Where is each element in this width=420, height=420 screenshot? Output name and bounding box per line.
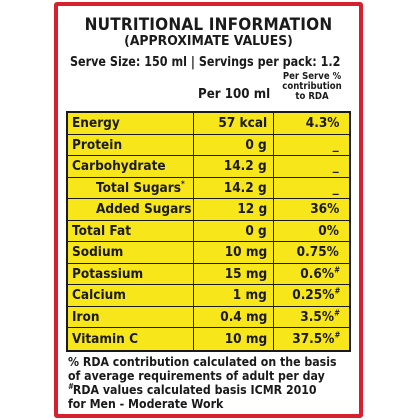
table-row-carbohydrate: Carbohydrate 14.2 g _ xyxy=(68,156,349,178)
nutrient-name: Total Fat xyxy=(72,222,132,239)
nutrient-value: 10 mg xyxy=(224,330,267,347)
nutrient-name: Total Sugars xyxy=(96,179,181,196)
rda-header-line3: to RDA xyxy=(295,91,329,102)
per-100-header: Per 100 ml xyxy=(198,86,271,102)
footnote-line2: of average requirements of adult per day xyxy=(68,367,325,383)
table-row-potassium: Potassium 15 mg 0.6%# xyxy=(68,263,349,285)
label-subtitle: (APPROXIMATE VALUES) xyxy=(124,33,293,49)
nutrient-value: 14.2 g xyxy=(224,158,267,175)
nutrient-name: Calcium xyxy=(72,287,126,304)
footnote-mark: # xyxy=(333,286,339,296)
nutrient-rda: 0% xyxy=(318,222,339,239)
footnote-line4: for Men - Moderate Work xyxy=(68,395,224,411)
nutrient-value: 0 g xyxy=(245,136,267,153)
nutrient-value: 0.4 mg xyxy=(219,308,267,325)
footnote-mark: # xyxy=(333,265,339,275)
table-row-sodium: Sodium 10 mg 0.75% xyxy=(68,242,349,264)
nutrient-name: Vitamin C xyxy=(72,330,138,347)
table-row-calcium: Calcium 1 mg 0.25%# xyxy=(68,285,349,307)
nutrient-name: Protein xyxy=(72,136,123,153)
table-row-energy: Energy 57 kcal 4.3% xyxy=(68,113,349,135)
rda-header-line2: contribution xyxy=(282,81,342,92)
nutrient-name: Energy xyxy=(72,115,120,132)
nutrient-name: Added Sugars xyxy=(96,201,192,218)
nutrient-rda: _ xyxy=(332,136,339,153)
nutrient-rda: 37.5% xyxy=(291,330,334,347)
table-row-added-sugars: Added Sugars 12 g 36% xyxy=(68,199,349,221)
table-row-iron: Iron 0.4 mg 3.5%# xyxy=(68,306,349,328)
nutrient-rda: 36% xyxy=(309,201,339,218)
nutrient-value: 10 mg xyxy=(224,244,267,261)
nutrient-name: Iron xyxy=(72,308,100,325)
nutrient-rda: 0.25% xyxy=(291,287,334,304)
nutrient-rda: 0.75% xyxy=(296,244,339,261)
nutrient-rda: 4.3% xyxy=(305,115,339,132)
serve-info: Serve Size: 150 ml | Servings per pack: … xyxy=(70,55,341,70)
nutrient-value: 0 g xyxy=(245,222,267,239)
nutrient-rda: 3.5% xyxy=(300,308,334,325)
footnote-mark: # xyxy=(333,308,339,318)
footnote-line3: RDA values calculated basis ICMR 2010 xyxy=(72,381,317,397)
nutrient-value: 12 g xyxy=(237,201,267,218)
table-row-total-fat: Total Fat 0 g 0% xyxy=(68,220,349,242)
table-row-total-sugars: Total Sugars* 14.2 g _ xyxy=(68,177,349,199)
footnote-mark: # xyxy=(333,330,339,340)
nutrient-name: Potassium xyxy=(72,265,144,282)
nutrient-value: 15 mg xyxy=(224,265,267,282)
nutrient-rda: _ xyxy=(332,158,339,175)
nutrient-rda: _ xyxy=(332,179,339,196)
nutrition-table: Energy 57 kcal 4.3% Protein 0 g _ Carboh… xyxy=(66,111,351,352)
nutrient-value: 57 kcal xyxy=(218,115,267,132)
footnote-mark: * xyxy=(180,179,185,189)
table-header: Per 100 ml Per Serve % contribution to R… xyxy=(66,71,351,111)
label-title: NUTRITIONAL INFORMATION xyxy=(84,15,333,35)
footnote-line1: % RDA contribution calculated on the bas… xyxy=(68,353,337,369)
nutrient-name: Carbohydrate xyxy=(72,158,166,175)
nutrient-rda: 0.6% xyxy=(300,265,334,282)
footnote-mark: # xyxy=(68,381,73,391)
table-row-vitamin-c: Vitamin C 10 mg 37.5%# xyxy=(68,328,349,350)
table-row-protein: Protein 0 g _ xyxy=(68,134,349,156)
nutrition-label: NUTRITIONAL INFORMATION (APPROXIMATE VAL… xyxy=(54,2,363,418)
nutrient-value: 1 mg xyxy=(232,287,267,304)
rda-header: Per Serve % contribution to RDA xyxy=(281,72,344,102)
rda-header-line1: Per Serve % xyxy=(282,71,342,82)
nutrient-value: 14.2 g xyxy=(224,179,267,196)
footnote: % RDA contribution calculated on the bas… xyxy=(68,353,358,411)
nutrient-name: Sodium xyxy=(72,244,124,261)
